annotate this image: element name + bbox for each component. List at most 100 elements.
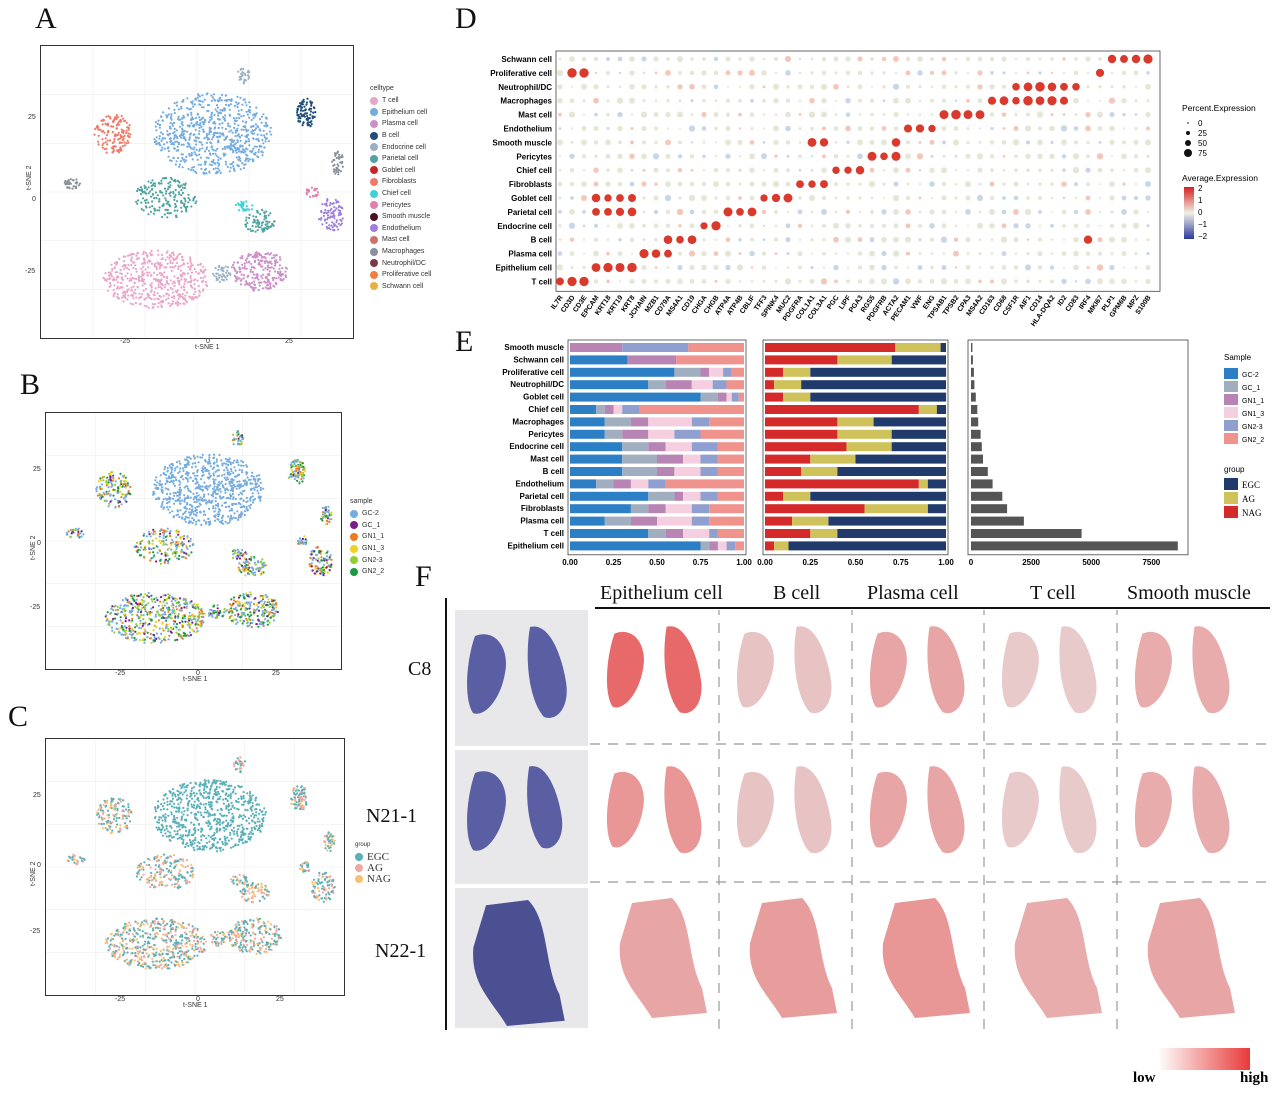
legend-swatch	[370, 131, 378, 140]
dotplot-dot	[1132, 222, 1140, 229]
group-legend-label: NAG	[1242, 508, 1262, 518]
dotplot-dot	[1146, 238, 1150, 242]
sample-legend-label: GN2-3	[1242, 424, 1263, 431]
dotplot-dot	[1050, 140, 1054, 144]
dotplot-dot	[641, 181, 647, 187]
barplot-row-label: Fibroblasts	[521, 504, 565, 513]
dotplot-dot	[1000, 236, 1008, 243]
dotplot-dot	[1143, 54, 1153, 64]
dotplot-dot	[785, 237, 791, 243]
dotplot-dot	[593, 181, 599, 187]
group-bar-segment	[765, 405, 919, 414]
dotplot-dot	[893, 223, 899, 229]
dotplot-dot	[1109, 181, 1115, 187]
dotplot-dot	[844, 166, 852, 174]
dotplot-dot	[1145, 167, 1151, 174]
dotplot-dot	[798, 238, 802, 241]
dotplot-dot	[773, 98, 779, 104]
dotplot-dot	[593, 167, 599, 173]
legend-swatch	[370, 108, 378, 117]
tsne-b-ylabel: t-SNE 2	[30, 535, 37, 560]
dotplot-dot	[606, 85, 610, 89]
dotplot-dot	[882, 84, 886, 89]
sample-bar-segment	[700, 429, 744, 439]
dotplot-row-label: Chief cell	[516, 166, 552, 175]
barplot-row-label: Proliferative cell	[502, 368, 564, 377]
dotplot-dot	[570, 140, 574, 144]
legend-swatch	[350, 509, 358, 518]
dotplot-dot	[666, 127, 670, 130]
group-bar-segment	[837, 429, 892, 439]
dotplot-dot	[809, 97, 815, 104]
dotplot-dot	[689, 70, 695, 76]
dotplot-dot	[1038, 71, 1042, 75]
col-header: B cell	[773, 582, 821, 604]
dotplot-dot	[833, 236, 839, 243]
dotplot-dot	[906, 182, 910, 186]
dotplot-dot	[1133, 209, 1139, 215]
tsne-plot-a	[40, 45, 354, 339]
dotplot-dot	[773, 83, 779, 90]
dotplot-dot	[1025, 153, 1031, 160]
dotplot-dot	[1131, 54, 1141, 64]
dotplot-dot	[702, 141, 706, 144]
tissue-section	[473, 900, 565, 1026]
dotplot-dot	[1110, 85, 1114, 89]
pct-legend-title: Percent.Expression	[1182, 103, 1256, 113]
dotplot-dot	[594, 71, 598, 75]
dotplot-dot	[702, 98, 706, 103]
dotplot-dot	[954, 154, 958, 159]
dotplot-dot	[1145, 111, 1151, 118]
dotplot-dot	[665, 111, 671, 118]
tissue-section	[467, 634, 506, 714]
dotplot-dot	[1026, 252, 1030, 256]
sample-legend-item: GN1_3	[350, 543, 384, 555]
sample-bar-segment	[648, 417, 692, 427]
sample-bar-segment	[570, 504, 631, 514]
dotplot-dot	[581, 139, 587, 146]
legend-swatch	[370, 166, 378, 175]
dotplot-dot	[954, 85, 958, 89]
dotplot-dot	[653, 209, 659, 215]
dotplot-dot	[1145, 265, 1151, 270]
dotplot-dot	[725, 278, 731, 285]
dotplot-dot	[1121, 70, 1127, 76]
dotplot-dot	[1110, 168, 1114, 173]
legend-label: GN2-3	[362, 556, 383, 564]
dotplot-dot	[965, 195, 971, 201]
sample-legend-swatch	[1224, 381, 1238, 392]
dotplot-dot	[749, 223, 755, 229]
dotplot-dot	[630, 113, 634, 116]
dotplot-dot	[978, 141, 982, 144]
dotplot-dot	[654, 99, 658, 103]
dotplot-dot	[881, 236, 887, 243]
dotplot-dot	[1038, 182, 1042, 186]
dotplot-dot	[654, 126, 658, 131]
dotplot-dot	[603, 262, 613, 273]
dotplot-dot	[892, 250, 900, 257]
dotplot-dot	[918, 238, 922, 242]
dotplot-dot	[1025, 56, 1031, 62]
dotplot-dot	[569, 237, 575, 242]
dotplot-dot	[857, 139, 863, 146]
tsne-c-ytick: 25	[33, 792, 41, 799]
dotplot-dot	[810, 154, 814, 158]
dotplot-dot	[1122, 169, 1126, 172]
dotplot-dot	[930, 113, 934, 116]
tsne-c-xtick: -25	[115, 996, 126, 1003]
celltype-legend-item: Schwann cell	[370, 281, 431, 293]
dotplot-row-label: Mast cell	[518, 111, 552, 120]
dotplot-dot	[1037, 139, 1043, 146]
dotplot-dot	[797, 209, 803, 215]
dotplot-dot	[1037, 250, 1043, 257]
panel-label-b: B	[20, 368, 41, 401]
dotplot-dot	[725, 112, 731, 117]
dotplot-dot	[1026, 279, 1030, 284]
dotplot-dot	[1012, 96, 1020, 105]
dotplot-dot	[1061, 181, 1067, 187]
dotplot-dot	[1110, 155, 1114, 158]
dotplot-dot	[1133, 139, 1139, 145]
dotplot-dot	[1086, 140, 1090, 145]
count-bar	[971, 417, 979, 427]
dotplot-dot	[641, 84, 647, 90]
